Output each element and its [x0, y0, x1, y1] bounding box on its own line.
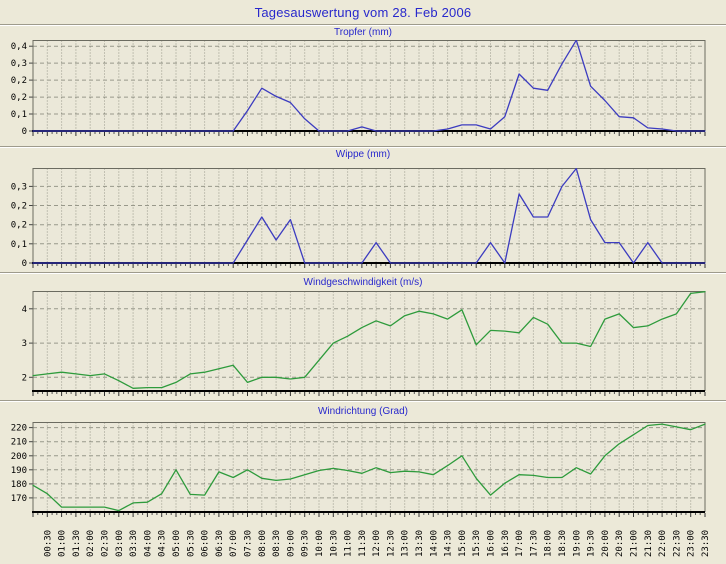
y-axis-tick-label: 210 — [11, 438, 27, 448]
x-axis-label: 15:30 — [472, 530, 482, 557]
x-axis-label: 20:00 — [601, 530, 611, 557]
x-axis-label: 07:30 — [244, 530, 254, 557]
y-axis-tick-label: 180 — [11, 480, 27, 490]
chart-title-wippe: Wippe (mm) — [335, 149, 391, 160]
x-axis-label: 10:00 — [315, 530, 325, 557]
separator — [0, 272, 726, 274]
y-axis-tick-label: 0,2 — [11, 202, 27, 212]
x-axis-label: 03:30 — [129, 530, 139, 557]
x-axis-label: 07:00 — [229, 530, 239, 557]
series-line-2 — [32, 291, 706, 389]
x-axis-label: 15:00 — [458, 530, 468, 557]
x-axis-label: 08:30 — [272, 530, 282, 557]
x-axis-label: 21:30 — [644, 530, 654, 557]
x-axis-label: 01:00 — [58, 530, 68, 557]
x-axis-label: 18:30 — [558, 530, 568, 557]
page-title: Tagesauswertung vom 28. Feb 2006 — [254, 5, 472, 20]
chart-title-tropfer: Tropfer (mm) — [334, 27, 392, 38]
y-axis-tick-label: 0,4 — [11, 42, 27, 52]
x-axis-label: 10:30 — [329, 530, 339, 557]
x-axis-label: 19:00 — [572, 530, 582, 557]
x-axis-label: 19:30 — [587, 530, 597, 557]
x-axis-label: 23:00 — [687, 530, 697, 557]
x-axis-label: 04:30 — [158, 530, 168, 557]
x-axis-label: 17:30 — [529, 530, 539, 557]
x-axis-label: 09:00 — [286, 530, 296, 557]
separator — [0, 24, 726, 26]
y-axis-tick-label: 220 — [11, 424, 27, 434]
x-axis-label: 11:30 — [358, 530, 368, 557]
y-axis-tick-label: 0,3 — [11, 182, 27, 192]
x-axis-label: 22:30 — [672, 530, 682, 557]
y-axis-tick-label: 4 — [22, 305, 27, 315]
separator — [0, 146, 726, 148]
windgeschwindigkeit-chart: 2 3 4 — [22, 291, 706, 396]
x-axis-label: 08:00 — [258, 530, 268, 557]
y-axis-tick-label: 0,2 — [11, 221, 27, 231]
y-axis-tick-label: 0 — [22, 127, 27, 137]
series-line-3 — [32, 423, 706, 512]
x-axis-label: 05:00 — [172, 530, 182, 557]
x-axis-label: 21:00 — [630, 530, 640, 557]
x-axis-label: 23:30 — [701, 530, 711, 557]
series-line-1 — [32, 168, 706, 264]
y-axis-tick-label: 0,3 — [11, 59, 27, 69]
x-axis-label: 03:00 — [115, 530, 125, 557]
x-axis-label: 13:30 — [415, 530, 425, 557]
y-axis-tick-label: 0,1 — [11, 240, 27, 250]
x-axis-label: 06:00 — [201, 530, 211, 557]
y-axis-tick-label: 3 — [22, 339, 27, 349]
x-axis-label: 22:00 — [658, 530, 668, 557]
x-axis-label: 16:30 — [501, 530, 511, 557]
x-axis-label: 17:00 — [515, 530, 525, 557]
x-axis-labels: 00:30 01:00 01:30 02:00 02:30 03:00 03:30 04:00… — [43, 530, 711, 557]
y-axis-tick-label: 0,2 — [11, 93, 27, 103]
y-axis-tick-label: 170 — [11, 494, 27, 504]
x-axis-label: 12:00 — [372, 530, 382, 557]
x-axis-label: 09:30 — [301, 530, 311, 557]
chart-title-windgeschwindigkeit: Windgeschwindigkeit (m/s) — [303, 277, 423, 288]
y-axis-tick-label: 0,1 — [11, 110, 27, 120]
separator — [0, 400, 726, 402]
x-axis-label: 02:30 — [101, 530, 111, 557]
x-axis-label: 14:30 — [444, 530, 454, 557]
x-axis-label: 06:30 — [215, 530, 225, 557]
x-axis-label: 12:30 — [386, 530, 396, 557]
windrichtung-chart: 170 180 190 200 210 220 — [11, 422, 706, 517]
x-axis-label: 01:30 — [72, 530, 82, 557]
y-axis-tick-label: 0 — [22, 259, 27, 269]
x-axis-label: 18:00 — [544, 530, 554, 557]
x-axis-label: 20:30 — [615, 530, 625, 557]
wippe-chart: 0 0,1 0,2 0,2 0,3 — [11, 168, 706, 269]
series-line-0 — [32, 40, 706, 132]
x-axis-label: 13:00 — [401, 530, 411, 557]
y-axis-tick-label: 190 — [11, 466, 27, 476]
x-axis-label: 04:00 — [143, 530, 153, 557]
y-axis-tick-label: 0,2 — [11, 76, 27, 86]
x-axis-label: 16:00 — [487, 530, 497, 557]
chart-title-windrichtung: Windrichtung (Grad) — [317, 406, 409, 417]
x-axis-label: 14:00 — [429, 530, 439, 557]
x-axis-label: 02:00 — [86, 530, 96, 557]
y-axis-tick-label: 2 — [22, 373, 27, 383]
x-axis-label: 00:30 — [43, 530, 53, 557]
y-axis-tick-label: 200 — [11, 452, 27, 462]
tropfer-chart: 0 0,1 0,2 0,2 0,3 0,4 — [11, 40, 706, 137]
x-axis-label: 05:30 — [186, 530, 196, 557]
x-axis-label: 11:00 — [344, 530, 354, 557]
